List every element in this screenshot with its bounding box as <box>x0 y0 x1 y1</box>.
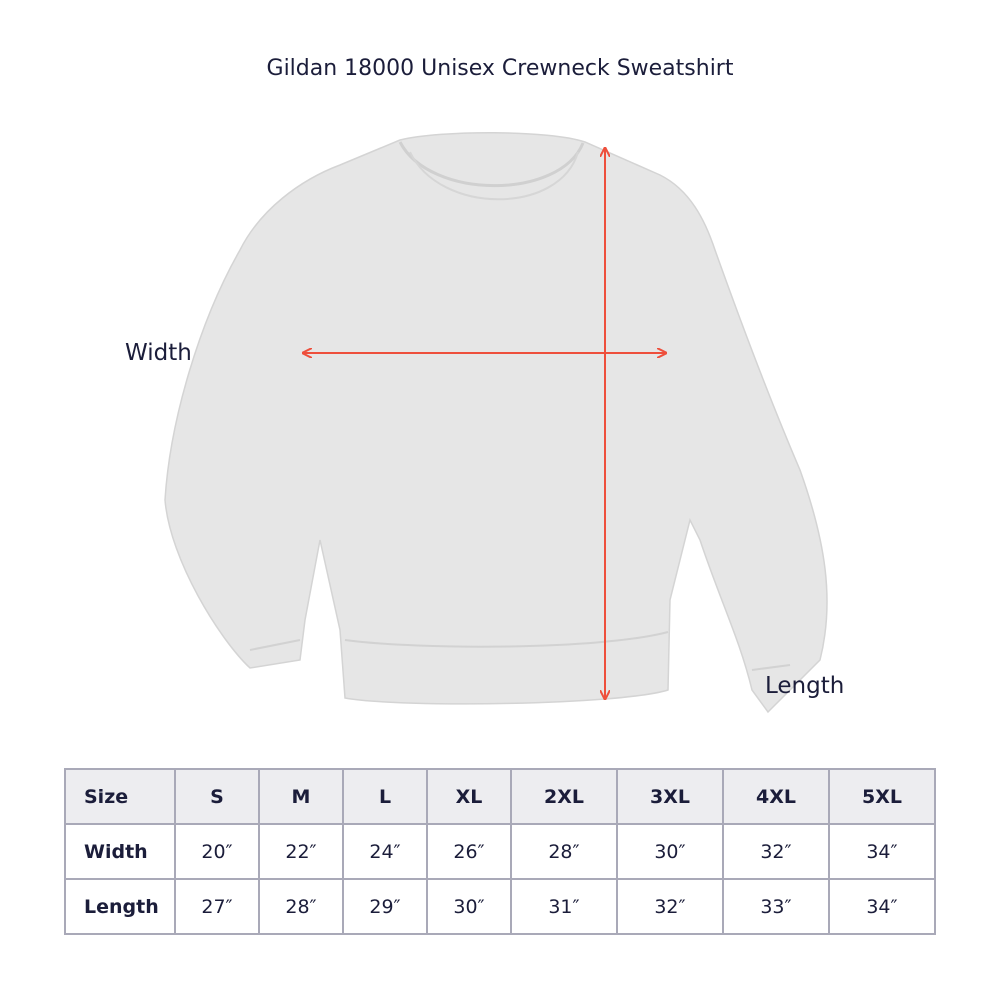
row-header: Width <box>64 823 176 880</box>
length-label: Length <box>765 673 845 699</box>
table-cell: 34″ <box>827 823 937 880</box>
table-cell: 27″ <box>174 878 260 935</box>
table-header-row: Size S M L XL 2XL 3XL 4XL 5XL <box>64 768 937 825</box>
header-cell: 5XL <box>827 768 937 825</box>
table-cell: 20″ <box>174 823 260 880</box>
table-cell: 34″ <box>827 878 937 935</box>
table-cell: 33″ <box>721 878 830 935</box>
size-table: Size S M L XL 2XL 3XL 4XL 5XL Width 20″ … <box>64 768 937 935</box>
header-cell: M <box>258 768 344 825</box>
header-cell: S <box>174 768 260 825</box>
header-cell: XL <box>426 768 512 825</box>
chart-title: Gildan 18000 Unisex Crewneck Sweatshirt <box>266 56 734 81</box>
table-cell: 31″ <box>510 878 618 935</box>
header-cell: 4XL <box>721 768 830 825</box>
header-cell: 2XL <box>510 768 618 825</box>
table-cell: 32″ <box>615 878 724 935</box>
table-cell: 30″ <box>615 823 724 880</box>
width-label: Width <box>125 340 192 366</box>
table-cell: 28″ <box>510 823 618 880</box>
table-cell: 26″ <box>426 823 512 880</box>
header-cell: L <box>342 768 428 825</box>
row-header: Length <box>64 878 176 935</box>
table-cell: 30″ <box>426 878 512 935</box>
header-cell: 3XL <box>615 768 724 825</box>
table-cell: 32″ <box>721 823 830 880</box>
table-cell: 29″ <box>342 878 428 935</box>
sweatshirt-image <box>164 132 828 714</box>
table-row: Length 27″ 28″ 29″ 30″ 31″ 32″ 33″ 34″ <box>64 878 937 935</box>
table-cell: 24″ <box>342 823 428 880</box>
header-cell: Size <box>64 768 176 825</box>
table-cell: 22″ <box>258 823 344 880</box>
table-cell: 28″ <box>258 878 344 935</box>
table-row: Width 20″ 22″ 24″ 26″ 28″ 30″ 32″ 34″ <box>64 823 937 880</box>
